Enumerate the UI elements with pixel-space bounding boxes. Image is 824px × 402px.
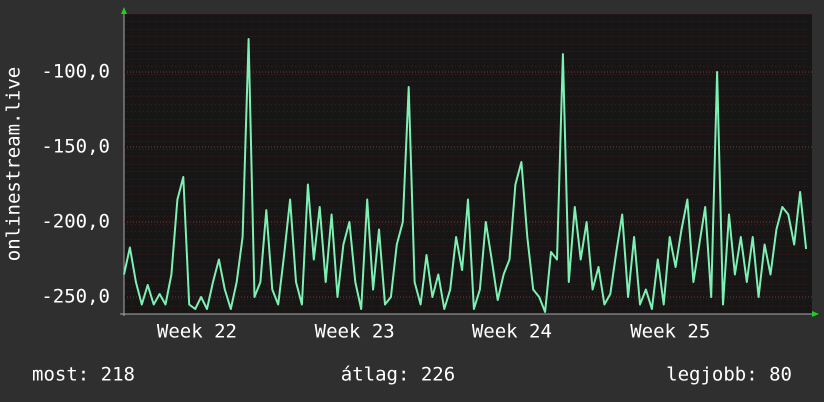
- y-tick-label: -150,0: [41, 136, 110, 158]
- x-arrow: [812, 311, 819, 317]
- y-tick-label: -100,0: [41, 61, 110, 83]
- x-tick-label: Week 24: [472, 321, 552, 343]
- series-line: [123, 38, 808, 313]
- x-tick-label: Week 22: [157, 321, 237, 343]
- summary-current: most: 218: [32, 364, 135, 386]
- summary-average: átlag: 226: [341, 364, 455, 386]
- y-arrow: [121, 7, 127, 14]
- x-tick-label: Week 23: [315, 321, 395, 343]
- x-tick-label: Week 25: [630, 321, 710, 343]
- y-tick-label: -200,0: [41, 211, 110, 233]
- y-axis-label: onlinestream.live: [3, 67, 25, 261]
- summary-best: legjobb: 80: [666, 364, 792, 386]
- y-tick-label: -250,0: [41, 286, 110, 308]
